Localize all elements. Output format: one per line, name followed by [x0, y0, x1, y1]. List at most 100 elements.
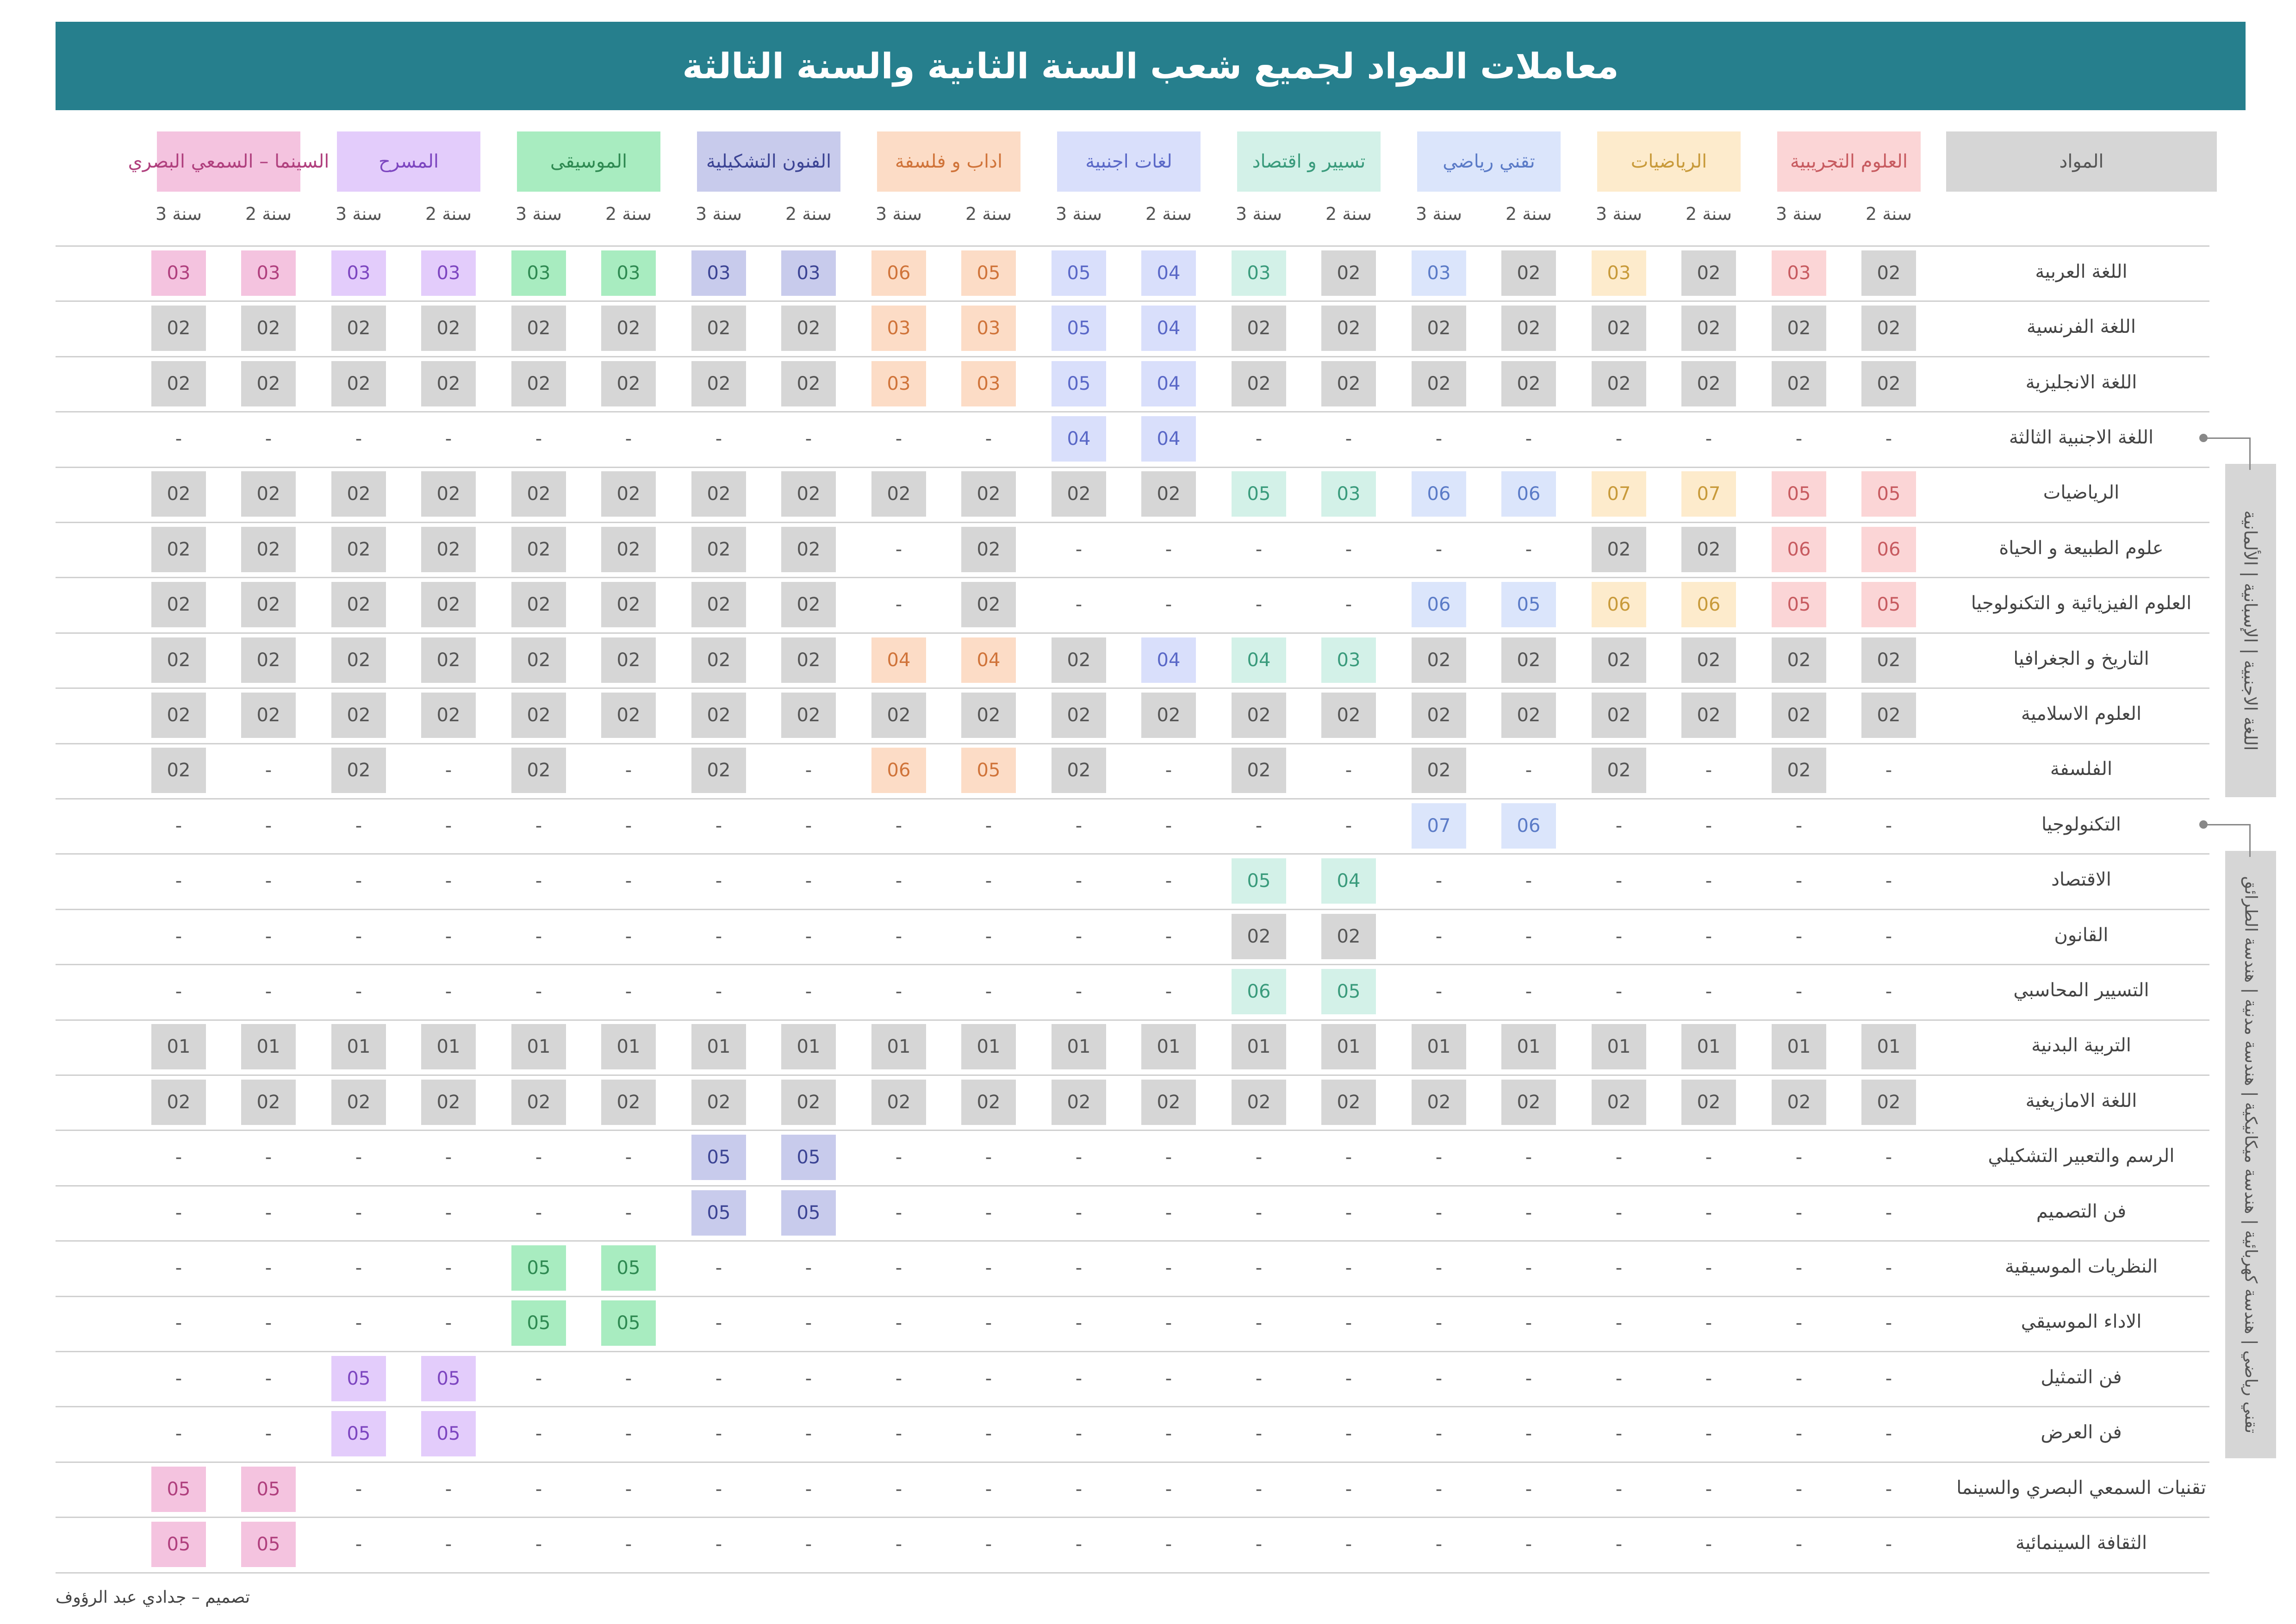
empty-cell: -: [535, 870, 542, 892]
coefficient-cell: 02: [1501, 250, 1556, 296]
empty-cell: -: [1165, 538, 1172, 560]
empty-cell: -: [1885, 925, 1892, 947]
coefficient-cell: 02: [1412, 748, 1466, 793]
coefficient-cell: 02: [1232, 361, 1286, 406]
empty-cell: -: [1435, 1202, 1443, 1224]
coefficient-cell: 01: [601, 1024, 656, 1070]
empty-cell: -: [1435, 925, 1443, 947]
coefficient-cell: 02: [331, 637, 386, 683]
coefficient-cell: 02: [1772, 692, 1826, 738]
empty-cell: -: [175, 870, 182, 892]
empty-cell: -: [1165, 1368, 1172, 1389]
coefficient-cell: 03: [871, 306, 926, 351]
coefficient-cell: 06: [1681, 582, 1736, 628]
empty-cell: -: [1345, 1423, 1352, 1445]
coefficient-cell: 02: [421, 471, 476, 517]
empty-cell: -: [1165, 1147, 1172, 1168]
year-label: سنة 2: [1866, 204, 1912, 224]
coefficient-cell: 01: [781, 1024, 836, 1070]
connector-dot: [2199, 820, 2208, 829]
coefficient-cell: 02: [511, 637, 566, 683]
coefficient-cell: 02: [781, 361, 836, 406]
empty-cell: -: [985, 1202, 992, 1224]
empty-cell: -: [985, 428, 992, 450]
coefficient-cell: 01: [1141, 1024, 1196, 1070]
coefficient-cell: 05: [1772, 582, 1826, 628]
empty-cell: -: [1165, 1312, 1172, 1334]
empty-cell: -: [265, 815, 272, 837]
coefficient-cell: 05: [781, 1135, 836, 1181]
coefficient-cell: 02: [1592, 306, 1646, 351]
empty-cell: -: [805, 760, 812, 781]
coefficient-cell: 04: [1232, 637, 1286, 683]
coefficient-cell: 05: [961, 748, 1016, 793]
row-divider: [56, 1074, 2209, 1076]
coefficient-cell: 02: [601, 1079, 656, 1125]
empty-cell: -: [1615, 1368, 1623, 1389]
empty-cell: -: [1525, 538, 1532, 560]
coefficient-cell: 02: [1681, 637, 1736, 683]
empty-cell: -: [1075, 1202, 1083, 1224]
coefficient-cell: 05: [691, 1190, 746, 1236]
coefficient-cell: 02: [1412, 692, 1466, 738]
coefficient-cell: 02: [151, 1079, 206, 1125]
coefficient-cell: 02: [601, 306, 656, 351]
coefficient-cell: 02: [151, 526, 206, 572]
coefficient-cell: 03: [961, 361, 1016, 406]
subject-name: النظريات الموسيقية: [2004, 1255, 2158, 1277]
coefficient-cell: 02: [691, 1079, 746, 1125]
empty-cell: -: [355, 1147, 362, 1168]
empty-cell: -: [1795, 1478, 1803, 1500]
empty-cell: -: [1435, 538, 1443, 560]
row-divider: [56, 1185, 2209, 1187]
empty-cell: -: [805, 925, 812, 947]
empty-cell: -: [1885, 760, 1892, 781]
empty-cell: -: [1255, 1257, 1263, 1279]
coefficient-cell: 02: [421, 637, 476, 683]
coefficient-cell: 02: [1321, 692, 1376, 738]
coefficient-cell: 02: [241, 692, 296, 738]
empty-cell: -: [895, 870, 902, 892]
coefficient-cell: 02: [511, 748, 566, 793]
stream-header: المسرح: [337, 131, 480, 192]
coefficient-cell: 02: [1861, 250, 1916, 296]
coefficient-cell: 02: [511, 526, 566, 572]
empty-cell: -: [1435, 1257, 1443, 1279]
coefficient-cell: 02: [1141, 1079, 1196, 1125]
coefficient-cell: 02: [1052, 471, 1106, 517]
subject-name: التاريخ و الجغرافيا: [2013, 648, 2149, 669]
empty-cell: -: [715, 1423, 722, 1445]
coefficient-cell: 06: [1592, 582, 1646, 628]
coefficient-cell: 05: [781, 1190, 836, 1236]
empty-cell: -: [985, 925, 992, 947]
coefficient-cell: 02: [511, 306, 566, 351]
empty-cell: -: [1885, 1257, 1892, 1279]
empty-cell: -: [1885, 981, 1892, 1002]
year-label: سنة 2: [605, 204, 652, 224]
coefficient-cell: 01: [1772, 1024, 1826, 1070]
coefficient-cell: 02: [1681, 306, 1736, 351]
empty-cell: -: [625, 925, 632, 947]
empty-cell: -: [355, 870, 362, 892]
empty-cell: -: [1075, 1478, 1083, 1500]
coefficient-cell: 02: [331, 692, 386, 738]
coefficient-cell: 01: [331, 1024, 386, 1070]
coefficient-cell: 02: [331, 1079, 386, 1125]
subject-name: الفلسفة: [2050, 758, 2113, 780]
coefficient-cell: 05: [331, 1355, 386, 1401]
empty-cell: -: [1435, 870, 1443, 892]
empty-cell: -: [175, 981, 182, 1002]
coefficient-cell: 03: [1412, 250, 1466, 296]
empty-cell: -: [625, 428, 632, 450]
year-label: سنة 2: [1145, 204, 1192, 224]
empty-cell: -: [1525, 760, 1532, 781]
coefficient-cell: 02: [421, 1079, 476, 1125]
coefficient-cell: 02: [1592, 748, 1646, 793]
coefficient-cell: 05: [511, 1300, 566, 1346]
empty-cell: -: [1345, 760, 1352, 781]
empty-cell: -: [175, 815, 182, 837]
coefficient-cell: 02: [331, 471, 386, 517]
coefficient-cell: 02: [151, 306, 206, 351]
coefficient-cell: 02: [1592, 1079, 1646, 1125]
